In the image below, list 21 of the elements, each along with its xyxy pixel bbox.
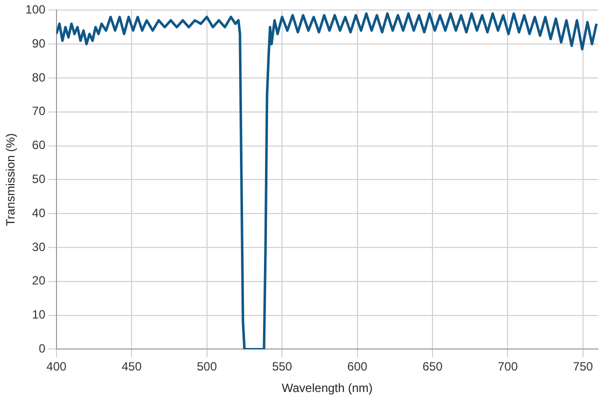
y-tick-label: 30 — [32, 240, 46, 254]
y-tick-label: 100 — [25, 2, 46, 17]
x-tick-label: 750 — [572, 360, 594, 374]
y-tick-label: 70 — [32, 104, 46, 118]
y-tick-label: 20 — [32, 274, 46, 288]
x-tick-label: 700 — [498, 360, 518, 374]
x-tick-label: 550 — [272, 360, 292, 374]
y-tick-label: 0 — [38, 342, 46, 356]
y-tick-label: 90 — [32, 36, 46, 50]
x-tick-label: 600 — [347, 360, 368, 374]
y-tick-label: 60 — [32, 138, 46, 152]
x-tick-label: 400 — [46, 360, 67, 374]
x-axis-title: Wavelength (nm) — [282, 381, 373, 396]
x-tick-label: 650 — [422, 360, 443, 374]
y-tick-label: 40 — [32, 206, 46, 220]
x-tick-label: 500 — [196, 360, 218, 374]
y-axis-title: Transmission (%) — [4, 133, 18, 226]
y-tick-label: 80 — [32, 70, 46, 84]
x-tick-label: 450 — [122, 360, 142, 374]
y-tick-label: 50 — [32, 172, 46, 186]
y-tick-label: 10 — [32, 308, 46, 322]
